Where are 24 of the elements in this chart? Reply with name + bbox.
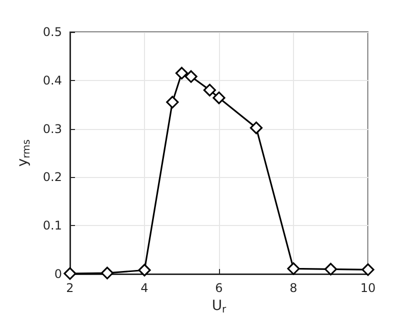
point xyxy=(184,70,198,83)
point xyxy=(166,96,179,108)
point xyxy=(175,66,188,80)
point xyxy=(203,84,216,96)
y-tick-label: 0.4 xyxy=(42,73,62,88)
point xyxy=(64,267,76,280)
x-tick-label: 6 xyxy=(215,281,223,295)
point xyxy=(287,262,300,275)
point xyxy=(324,262,338,276)
point xyxy=(100,266,114,280)
y-tick-label: 0.5 xyxy=(42,25,62,39)
y-tick-label: 0.2 xyxy=(42,170,62,184)
point xyxy=(212,92,226,104)
y-tick-label: 0 xyxy=(54,267,62,281)
x-tick-label: 2 xyxy=(66,281,74,295)
x-tick-label: 8 xyxy=(290,281,298,295)
point xyxy=(138,264,151,276)
y-tick-label: 0.3 xyxy=(42,122,62,136)
point xyxy=(362,263,374,276)
x-tick-label: 10 xyxy=(360,281,376,295)
y-tick-label: 0.1 xyxy=(42,218,62,233)
point xyxy=(250,122,263,134)
x-tick-label: 4 xyxy=(140,281,148,295)
y-axis-title: yrms xyxy=(15,139,32,167)
